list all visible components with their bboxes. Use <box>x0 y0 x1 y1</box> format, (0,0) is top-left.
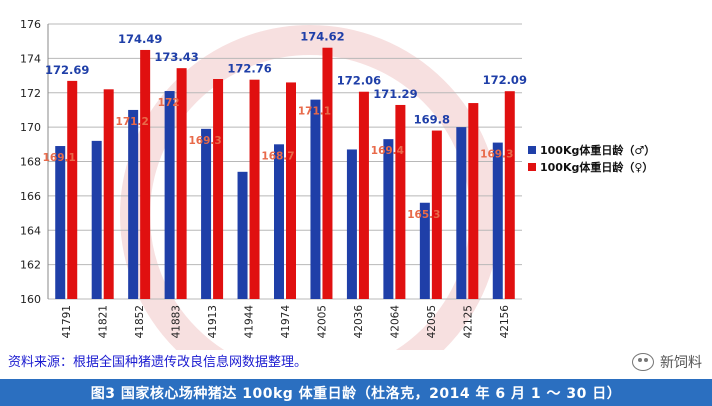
y-tick-label: 174 <box>20 52 41 65</box>
y-tick-label: 160 <box>20 293 41 306</box>
data-label: 171.1 <box>298 106 331 118</box>
wechat-icon <box>632 353 654 371</box>
y-tick-label: 170 <box>20 121 41 134</box>
data-label: 171.2 <box>116 116 149 128</box>
x-tick-label: 41883 <box>171 305 183 338</box>
source-note: 资料来源：根据全国种猪遗传改良信息网数据整理。 <box>8 355 308 370</box>
bar <box>249 79 260 299</box>
y-tick-label: 176 <box>20 18 41 31</box>
y-tick-label: 172 <box>20 87 41 100</box>
data-label: 168.7 <box>261 150 294 162</box>
bar <box>237 171 248 299</box>
bar <box>140 49 151 299</box>
bar <box>286 82 296 299</box>
bar <box>419 202 430 299</box>
data-labels: 169.1 171.2 172 169.3 168.7 171.1 169.4 165.3 16… <box>43 30 527 221</box>
bar <box>310 99 321 299</box>
bar <box>492 142 503 299</box>
bar <box>346 149 357 299</box>
bar <box>91 140 102 299</box>
figure-caption: 图3 国家核心场种猪达 100kg 体重日龄（杜洛克，2014 年 6 月 1 … <box>0 379 712 406</box>
bar <box>431 130 442 299</box>
bar <box>128 109 139 299</box>
bar <box>164 91 175 299</box>
data-label: 174.62 <box>300 30 344 44</box>
y-tick-label: 168 <box>20 156 41 169</box>
data-label: 172.09 <box>483 73 527 87</box>
bar <box>201 128 212 299</box>
bar <box>383 139 394 299</box>
x-tick-label: 42125 <box>462 305 474 338</box>
bar <box>103 89 114 299</box>
y-tick-label: 162 <box>20 259 41 272</box>
data-label: 169.8 <box>414 113 450 127</box>
bar <box>55 146 66 299</box>
bar <box>213 79 224 299</box>
x-tick-label: 41852 <box>134 305 146 338</box>
x-tick-label: 42156 <box>499 305 511 339</box>
data-label: 172.06 <box>337 74 381 88</box>
bar <box>67 80 78 299</box>
x-tick-label: 42005 <box>316 305 328 338</box>
data-label: 169.4 <box>371 145 404 157</box>
logo-text: 新饲料 <box>660 355 702 371</box>
bar <box>274 144 284 299</box>
legend-swatch <box>528 146 536 154</box>
x-axis-ticks: 41791 41821 41852 41883 41913 41944 41974 42005… <box>61 305 511 339</box>
data-label: 169.1 <box>43 152 76 164</box>
x-tick-label: 42095 <box>426 305 438 338</box>
data-label: 173.43 <box>154 50 198 64</box>
data-label: 169.3 <box>480 149 513 161</box>
bars <box>55 47 515 299</box>
data-label: 172.69 <box>45 63 89 77</box>
data-label: 174.49 <box>118 32 162 46</box>
legend-label: 100Kg体重日龄（♂） <box>540 143 655 157</box>
data-label: 172 <box>158 97 180 109</box>
y-tick-label: 166 <box>20 190 41 203</box>
legend-swatch <box>528 163 536 171</box>
data-label: 165.3 <box>407 209 440 221</box>
y-axis-ticks: 160 162 164 166 168 170 172 174 176 <box>20 18 41 306</box>
logo[interactable]: 新饲料 <box>632 352 702 372</box>
bar <box>176 68 187 299</box>
x-tick-label: 41791 <box>61 305 73 338</box>
bar <box>504 91 515 299</box>
x-tick-label: 41974 <box>280 305 292 339</box>
legend-label: 100Kg体重日龄（♀） <box>540 160 653 174</box>
x-tick-label: 41944 <box>244 305 256 339</box>
bar <box>456 127 467 299</box>
data-label: 172.76 <box>227 62 271 76</box>
data-label: 171.29 <box>373 87 417 101</box>
gridlines <box>47 23 522 300</box>
bar <box>395 104 406 299</box>
legend: 100Kg体重日龄（♂） 100Kg体重日龄（♀） <box>528 143 655 174</box>
bar <box>322 47 333 299</box>
data-label: 169.3 <box>188 135 221 147</box>
bar <box>468 103 479 299</box>
x-tick-label: 41821 <box>98 305 110 338</box>
x-tick-label: 42064 <box>389 305 401 339</box>
x-tick-label: 41913 <box>207 305 219 338</box>
x-tick-label: 42036 <box>353 305 365 339</box>
y-tick-label: 164 <box>20 224 41 237</box>
bar <box>358 91 369 299</box>
